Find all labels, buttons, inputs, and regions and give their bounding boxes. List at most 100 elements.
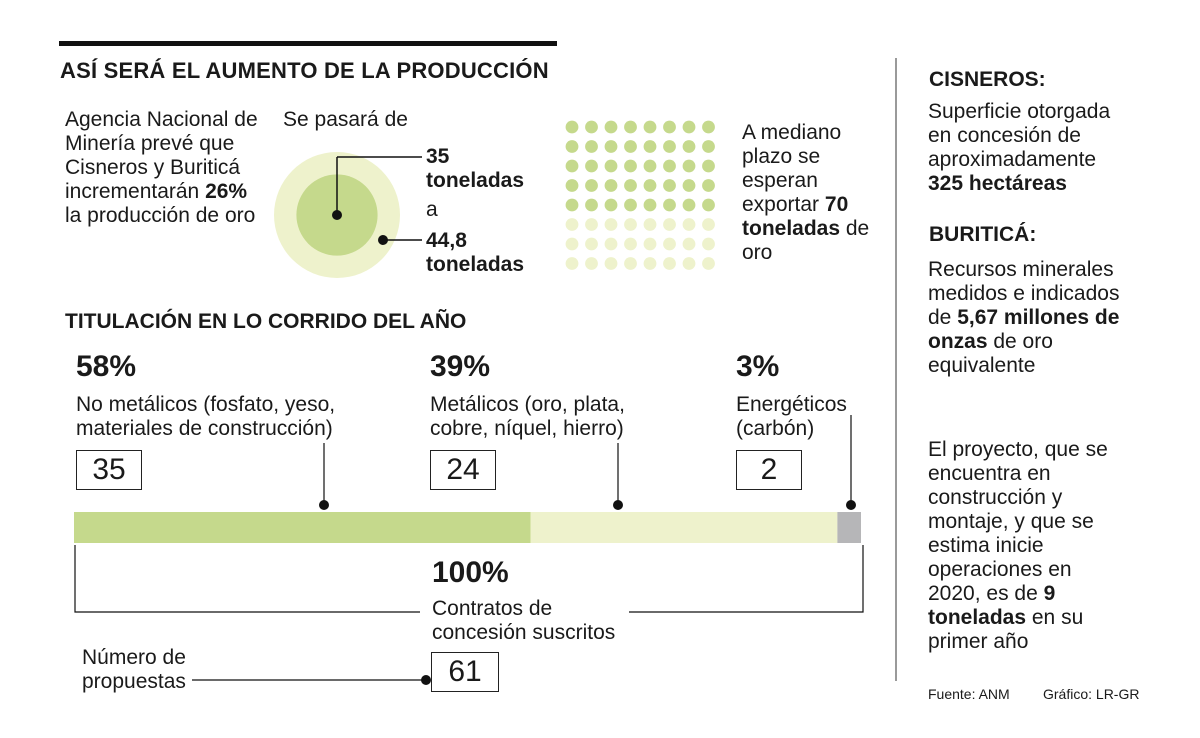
dot-empty [585, 237, 598, 251]
dot-filled [643, 198, 657, 212]
bar-segment-met-licos [530, 512, 838, 543]
dot-filled [624, 140, 637, 153]
dot-filled [624, 159, 637, 173]
dot-filled [702, 179, 715, 192]
dot-empty [565, 218, 579, 231]
marker-35-dot [332, 210, 342, 220]
dot-empty [682, 218, 696, 231]
export-text-after: de oro [742, 217, 870, 264]
bar-segment-no-met-licos [74, 512, 531, 543]
buritica-desc: Recursos minerales medidos e indicados d… [928, 258, 1120, 329]
export-highlight: 70 toneladas [742, 193, 849, 240]
desc-no-metalicos-line1: No metálicos (fosfato, yeso, [76, 393, 336, 416]
propuestas-count-box: 61 [431, 652, 499, 692]
dot-filled [702, 120, 715, 134]
dot-filled [663, 120, 676, 134]
buritica-highlight: 5,67 millones de onzas [928, 306, 1120, 353]
total-pct: 100% [432, 556, 509, 589]
dot-filled [682, 179, 696, 192]
cisneros-desc: Superficie otorgada en concesión de apro… [928, 100, 1111, 171]
dot-empty [624, 237, 637, 251]
dot-empty [663, 218, 676, 231]
leader-dot-0 [319, 500, 329, 510]
propuestas-dot [421, 675, 431, 685]
leader-dot-2 [846, 500, 856, 510]
page-title: ASÍ SERÁ EL AUMENTO DE LA PRODUCCIÓN [60, 58, 549, 83]
propuestas-label-line1: Número de [82, 646, 186, 669]
proyecto-highlight: 9 toneladas [928, 582, 1056, 629]
dot-filled [565, 140, 579, 153]
dot-empty [702, 237, 715, 251]
dot-filled [565, 198, 579, 212]
dot-filled [663, 179, 676, 192]
titulacion-heading: TITULACIÓN EN LO CORRIDO DEL AÑO [65, 310, 467, 333]
dot-filled [585, 120, 598, 134]
dot-filled [702, 159, 715, 173]
dot-empty [585, 218, 598, 231]
propuestas-label: Número de propuestas [82, 646, 186, 694]
dot-empty [604, 257, 618, 270]
dot-filled [604, 140, 618, 153]
proyecto-text: El proyecto, que se encuentra en constru… [928, 438, 1122, 654]
dot-filled [565, 179, 579, 192]
export-dot-grid [565, 120, 715, 270]
dot-filled [604, 159, 618, 173]
dot-filled [585, 198, 598, 212]
dot-filled [663, 140, 676, 153]
intro-line2: la producción de oro [65, 204, 256, 227]
desc-energeticos-line1: Energéticos [736, 393, 847, 416]
bar-segment-energ-ticos [837, 512, 861, 543]
footer-credit: Gráfico: LR-GR [1043, 686, 1140, 702]
dot-filled [604, 120, 618, 134]
dot-empty [604, 237, 618, 251]
dot-empty [702, 257, 715, 270]
propuestas-label-line2: propuestas [82, 670, 186, 693]
dot-filled [643, 120, 657, 134]
intro-line1: Agencia Nacional de Minería prevé que Ci… [65, 108, 258, 203]
dot-empty [643, 218, 657, 231]
dot-filled [682, 198, 696, 212]
dot-filled [663, 159, 676, 173]
leader-dot-1 [613, 500, 623, 510]
intro-text: Agencia Nacional de Minería prevé que Ci… [65, 108, 265, 228]
total-bracket-left [74, 545, 420, 613]
buritica-heading: BURITICÁ: [929, 223, 1037, 246]
to-tonnes-label: 44,8 toneladas [426, 229, 525, 276]
footer-source: Fuente: ANM [928, 686, 1010, 702]
dot-empty [702, 218, 715, 231]
desc-metalicos-line1: Metálicos (oro, plata, [430, 393, 625, 416]
marker-44-8-dot [378, 235, 388, 245]
circles-prefix: Se pasará de [283, 108, 408, 131]
proyecto-desc: El proyecto, que se encuentra en constru… [928, 438, 1108, 605]
dot-filled [604, 198, 618, 212]
dot-filled [643, 179, 657, 192]
dot-empty [643, 237, 657, 251]
dot-empty [624, 257, 637, 270]
dot-filled [624, 120, 637, 134]
export-text: A mediano plazo se esperan exportar 70 t… [742, 121, 892, 265]
dot-filled [624, 198, 637, 212]
from-tonnes-label: 35 toneladas [426, 145, 525, 192]
desc-energeticos: Energéticos (carbón) [736, 393, 847, 441]
count-box-energeticos: 2 [736, 450, 802, 490]
stacked-bar [74, 512, 861, 543]
pct-metalicos: 39% [430, 350, 491, 383]
bar-leaders [319, 415, 856, 510]
dot-empty [585, 257, 598, 270]
dot-filled [585, 159, 598, 173]
dot-empty [643, 257, 657, 270]
dot-empty [624, 218, 637, 231]
pct-energeticos: 3% [736, 350, 780, 383]
dot-filled [585, 140, 598, 153]
cisneros-text: Superficie otorgada en concesión de apro… [928, 100, 1128, 196]
total-label-line1: Contratos de [432, 597, 553, 620]
desc-metalicos: Metálicos (oro, plata, cobre, níquel, hi… [430, 393, 625, 441]
pct-no-metalicos: 58% [76, 350, 137, 383]
dot-empty [565, 237, 579, 251]
desc-no-metalicos-line2: materiales de construcción) [76, 417, 333, 440]
dot-filled [565, 120, 579, 134]
connector-word: a [426, 198, 438, 221]
desc-metalicos-line2: cobre, níquel, hierro) [430, 417, 624, 440]
desc-energeticos-line2: (carbón) [736, 417, 815, 440]
